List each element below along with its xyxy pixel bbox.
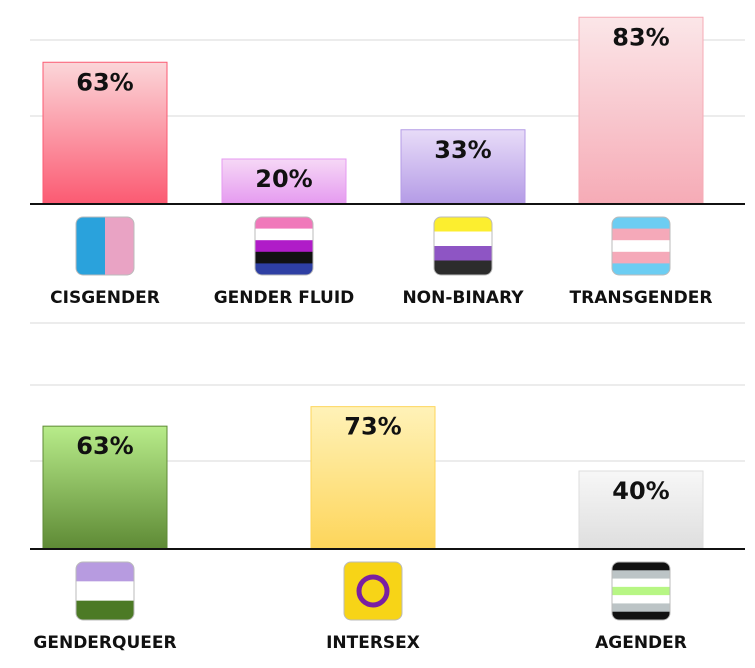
bar-non-binary (400, 129, 526, 205)
flag-icons (75, 216, 671, 621)
category-label: GENDER FLUID (214, 288, 355, 308)
cisgender-flag-icon (75, 216, 135, 276)
data-label: 83% (612, 23, 669, 51)
genderfluid-flag-icon (254, 216, 314, 276)
data-label: 20% (255, 165, 312, 193)
category-label: NON-BINARY (402, 288, 524, 308)
bar-transgender (578, 16, 704, 205)
data-label: 40% (612, 477, 669, 505)
data-label: 33% (434, 136, 491, 164)
bar-intersex (310, 406, 436, 550)
data-label: 63% (76, 432, 133, 460)
data-label: 73% (344, 413, 401, 441)
axes (30, 203, 745, 550)
agender-flag-icon (611, 561, 671, 621)
data-label: 63% (76, 68, 133, 96)
intersex-flag-icon (343, 561, 403, 621)
genderqueer-flag-icon (75, 561, 135, 621)
bar-cisgender (42, 61, 168, 205)
bars (42, 16, 704, 550)
category-label: INTERSEX (326, 633, 420, 653)
labels: 63% CISGENDER 20% GENDER FLUID 33% NON-BINARY… (33, 23, 712, 653)
nonbinary-flag-icon (433, 216, 493, 276)
bar-agender (578, 470, 704, 550)
category-label: AGENDER (595, 633, 687, 653)
category-label: CISGENDER (50, 288, 160, 308)
category-label: TRANSGENDER (570, 288, 713, 308)
bar-genderqueer (42, 425, 168, 550)
category-label: GENDERQUEER (33, 633, 176, 653)
transgender-flag-icon (611, 216, 671, 276)
